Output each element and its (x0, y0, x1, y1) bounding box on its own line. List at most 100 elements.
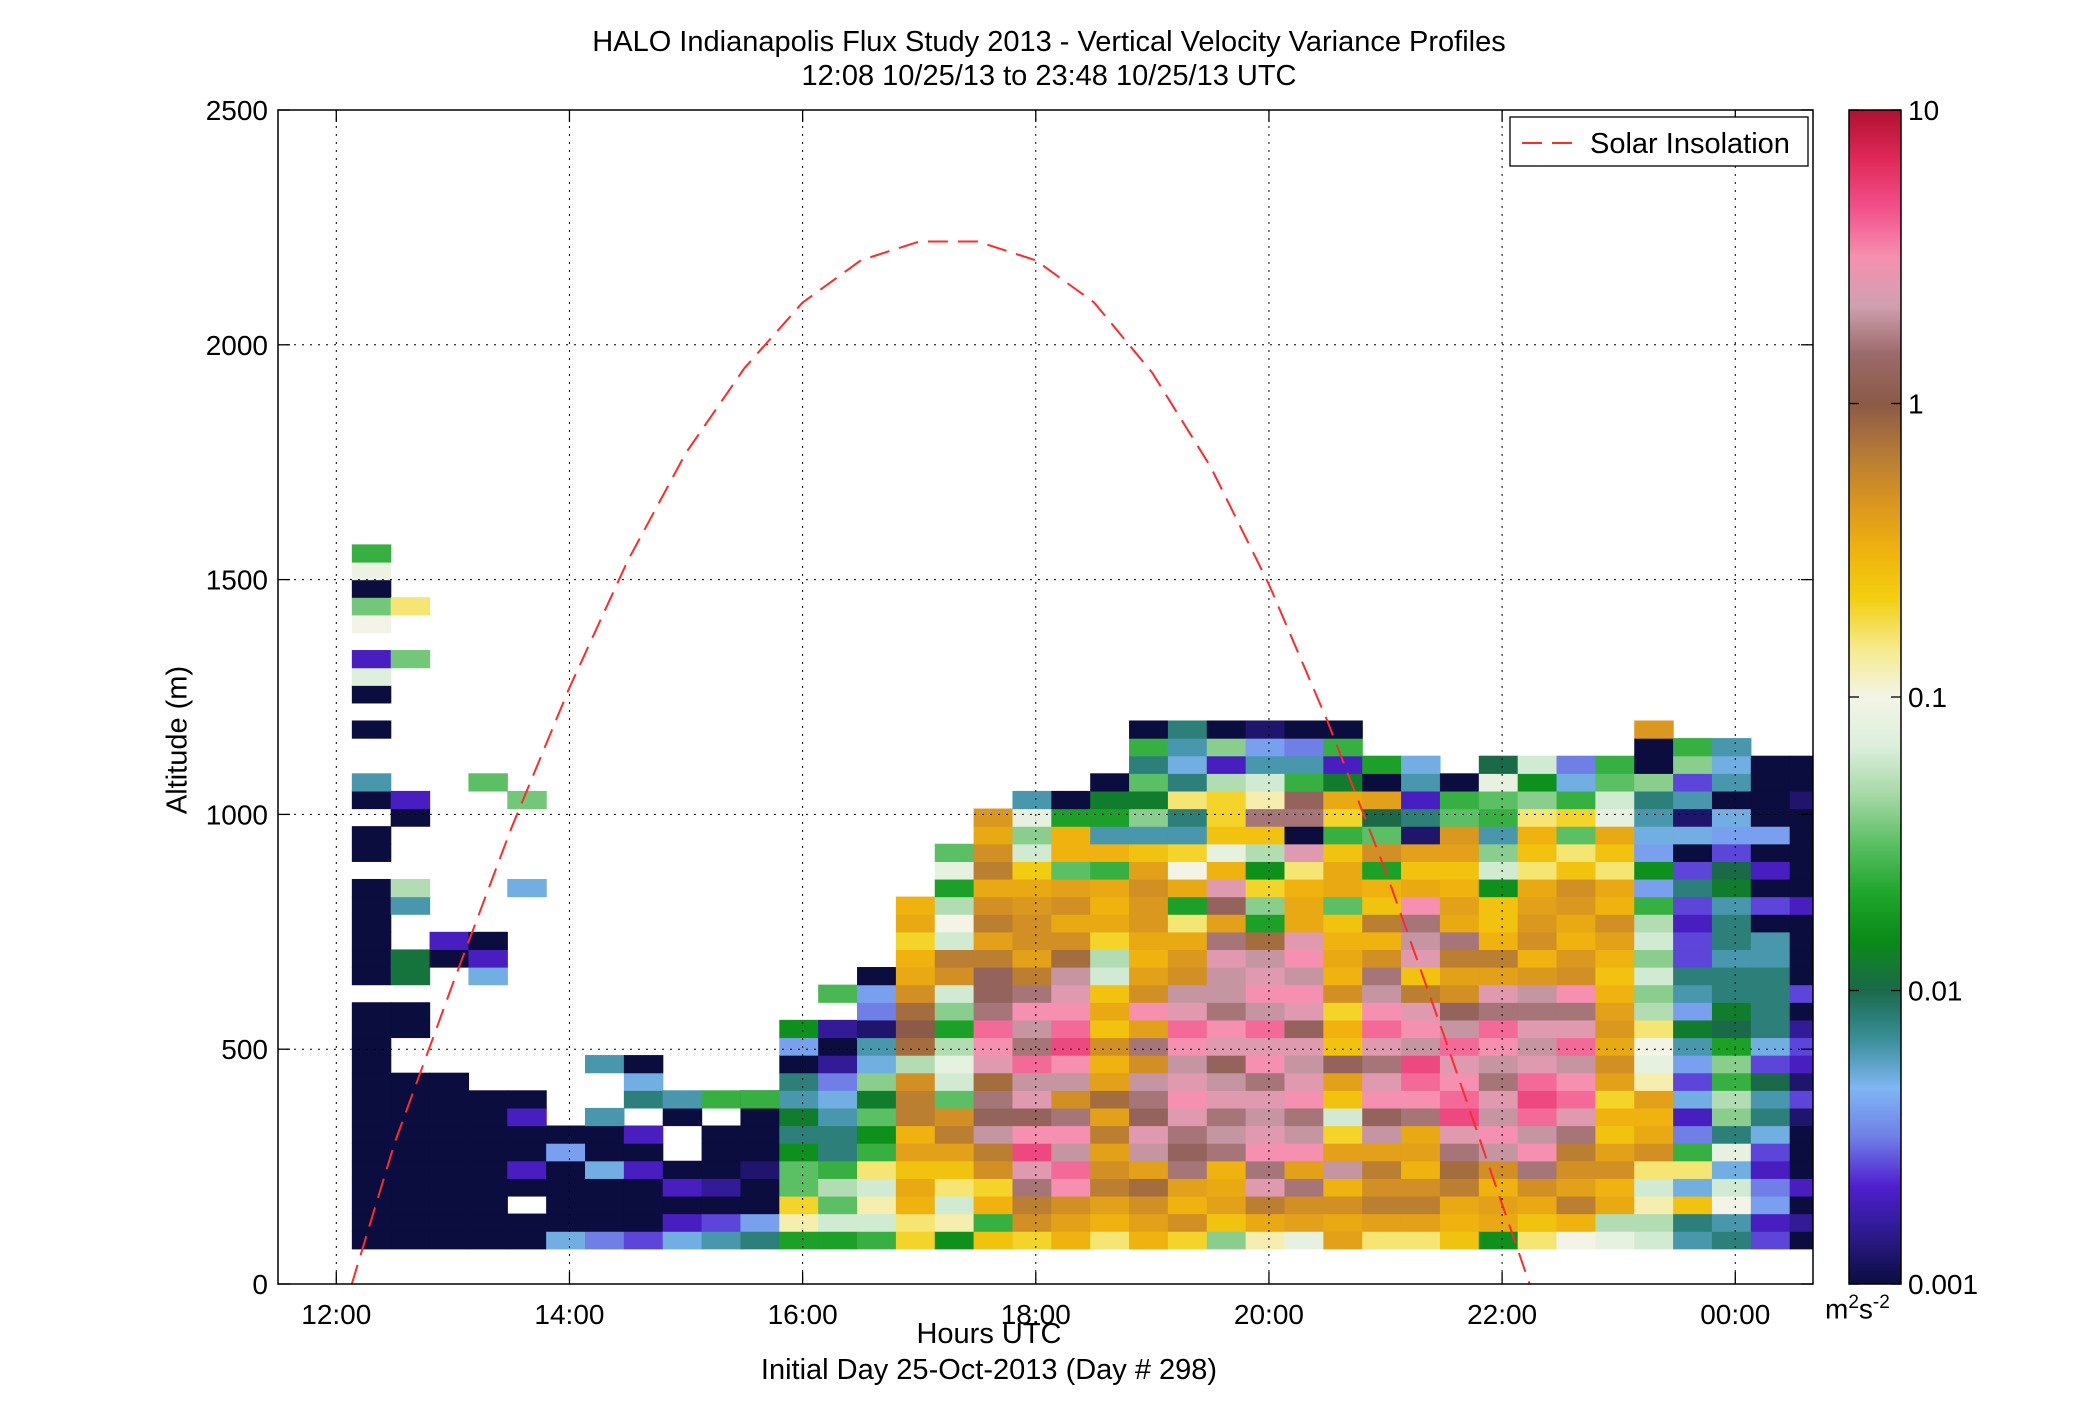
heatmap-cell (1167, 861, 1208, 880)
heatmap-cell (1284, 1213, 1324, 1232)
heatmap-cell (429, 1072, 470, 1091)
heatmap-cell (1711, 738, 1752, 757)
heatmap-cell (1167, 1072, 1208, 1091)
heatmap-cell (1012, 843, 1052, 862)
heatmap-cell (1012, 1037, 1052, 1056)
heatmap-cell (1323, 755, 1363, 774)
heatmap-cell (468, 1231, 508, 1250)
heatmap-cell (1789, 1231, 1813, 1250)
heatmap-cell (1206, 790, 1247, 810)
heatmap-cell (468, 949, 508, 968)
heatmap-cell (1362, 1055, 1402, 1074)
heatmap-cell (1051, 914, 1091, 933)
heatmap-cell (1595, 861, 1635, 880)
heatmap-cell (1401, 808, 1441, 827)
heatmap-cell (1090, 1213, 1130, 1232)
heatmap-cell (1789, 931, 1813, 951)
heatmap-cell (1401, 1143, 1441, 1162)
heatmap-cell (1478, 949, 1519, 968)
heatmap-cell (1750, 790, 1791, 810)
heatmap-cell (895, 931, 936, 951)
heatmap-cell (1556, 931, 1596, 951)
heatmap-cell (1478, 843, 1519, 862)
heatmap-cell (546, 1178, 586, 1197)
heatmap-cell (1595, 808, 1635, 827)
heatmap-cell (1439, 1072, 1480, 1091)
heatmap-cell (1439, 1090, 1480, 1109)
heatmap-cell (1206, 773, 1247, 792)
heatmap-cell (973, 1231, 1014, 1250)
heatmap-cell (973, 878, 1014, 898)
heatmap-cell (1401, 1055, 1441, 1074)
heatmap-cell (1556, 773, 1596, 792)
heatmap-cell (1167, 1178, 1208, 1197)
heatmap-cell (1595, 826, 1635, 845)
heatmap-cell (1673, 1178, 1713, 1197)
heatmap-cell (934, 1160, 975, 1179)
heatmap-cell (818, 1055, 858, 1074)
heatmap-cell (662, 1160, 703, 1179)
heatmap-cell (1556, 1037, 1596, 1056)
heatmap-cell (1362, 949, 1402, 968)
heatmap-cell (1906, 879, 1945, 897)
heatmap-cell (1401, 1195, 1441, 1215)
heatmap-cell (468, 1195, 508, 1215)
heatmap-cell (1711, 914, 1752, 933)
heatmap-cell (468, 1143, 508, 1162)
heatmap-cell (351, 685, 392, 704)
heatmap-cell (1090, 914, 1130, 933)
heatmap-cell (895, 967, 936, 986)
heatmap-cell (973, 861, 1014, 880)
heatmap-cell (1206, 914, 1247, 933)
heatmap-cell (1711, 878, 1752, 898)
heatmap-cell (1789, 843, 1813, 862)
heatmap-cell (740, 1090, 780, 1109)
heatmap-cell (934, 1143, 975, 1162)
heatmap-cell (1711, 1160, 1752, 1179)
heatmap-cell (1284, 1143, 1324, 1162)
heatmap-cell (1129, 1143, 1169, 1162)
heatmap-cell (1323, 1231, 1363, 1250)
heatmap-cell (1245, 896, 1286, 915)
legend: Solar Insolation (1509, 116, 1809, 167)
heatmap-cell (1245, 914, 1286, 933)
heatmap-cell (468, 1125, 508, 1144)
heatmap-cell (429, 1213, 470, 1232)
heatmap-cell (390, 1002, 431, 1021)
heatmap-cell (818, 1143, 858, 1162)
heatmap-cell (1517, 1072, 1558, 1091)
y-tick-label: 2500 (206, 95, 268, 126)
heatmap-cell (507, 1090, 547, 1109)
heatmap-cell (1634, 1055, 1674, 1074)
heatmap-cell (1634, 896, 1674, 915)
heatmap-cell (1478, 931, 1519, 951)
heatmap-cell (1517, 826, 1558, 845)
heatmap-cell (1634, 1195, 1674, 1215)
heatmap-cell (1439, 1125, 1480, 1144)
heatmap-cell (857, 1213, 897, 1232)
heatmap-cell (1673, 1213, 1713, 1232)
heatmap-cell (1789, 1195, 1813, 1215)
heatmap-cell (1206, 931, 1247, 951)
heatmap-cell (1556, 1090, 1596, 1109)
heatmap-cell (1090, 1195, 1130, 1215)
heatmap-cell (779, 1125, 819, 1144)
colorbar-units: m2s-2 (1825, 1292, 1890, 1325)
heatmap-cell (507, 878, 547, 898)
heatmap-cell (1129, 931, 1169, 951)
heatmap-cell (1595, 878, 1635, 898)
heatmap-cell (1051, 1019, 1091, 1039)
heatmap-cell (1362, 790, 1402, 810)
heatmap-cell (1323, 896, 1363, 915)
heatmap-cell (1556, 949, 1596, 968)
heatmap-cell (1556, 1125, 1596, 1144)
heatmap-cell (1711, 1090, 1752, 1109)
heatmap-cell (818, 1072, 858, 1091)
heatmap-cell (1401, 773, 1441, 792)
heatmap-cell (1556, 1160, 1596, 1179)
heatmap-cell (1284, 878, 1324, 898)
heatmap-cell (351, 1160, 392, 1179)
heatmap-cell (1323, 1160, 1363, 1179)
heatmap-cell (1673, 984, 1713, 1003)
heatmap-cell (507, 1107, 547, 1127)
